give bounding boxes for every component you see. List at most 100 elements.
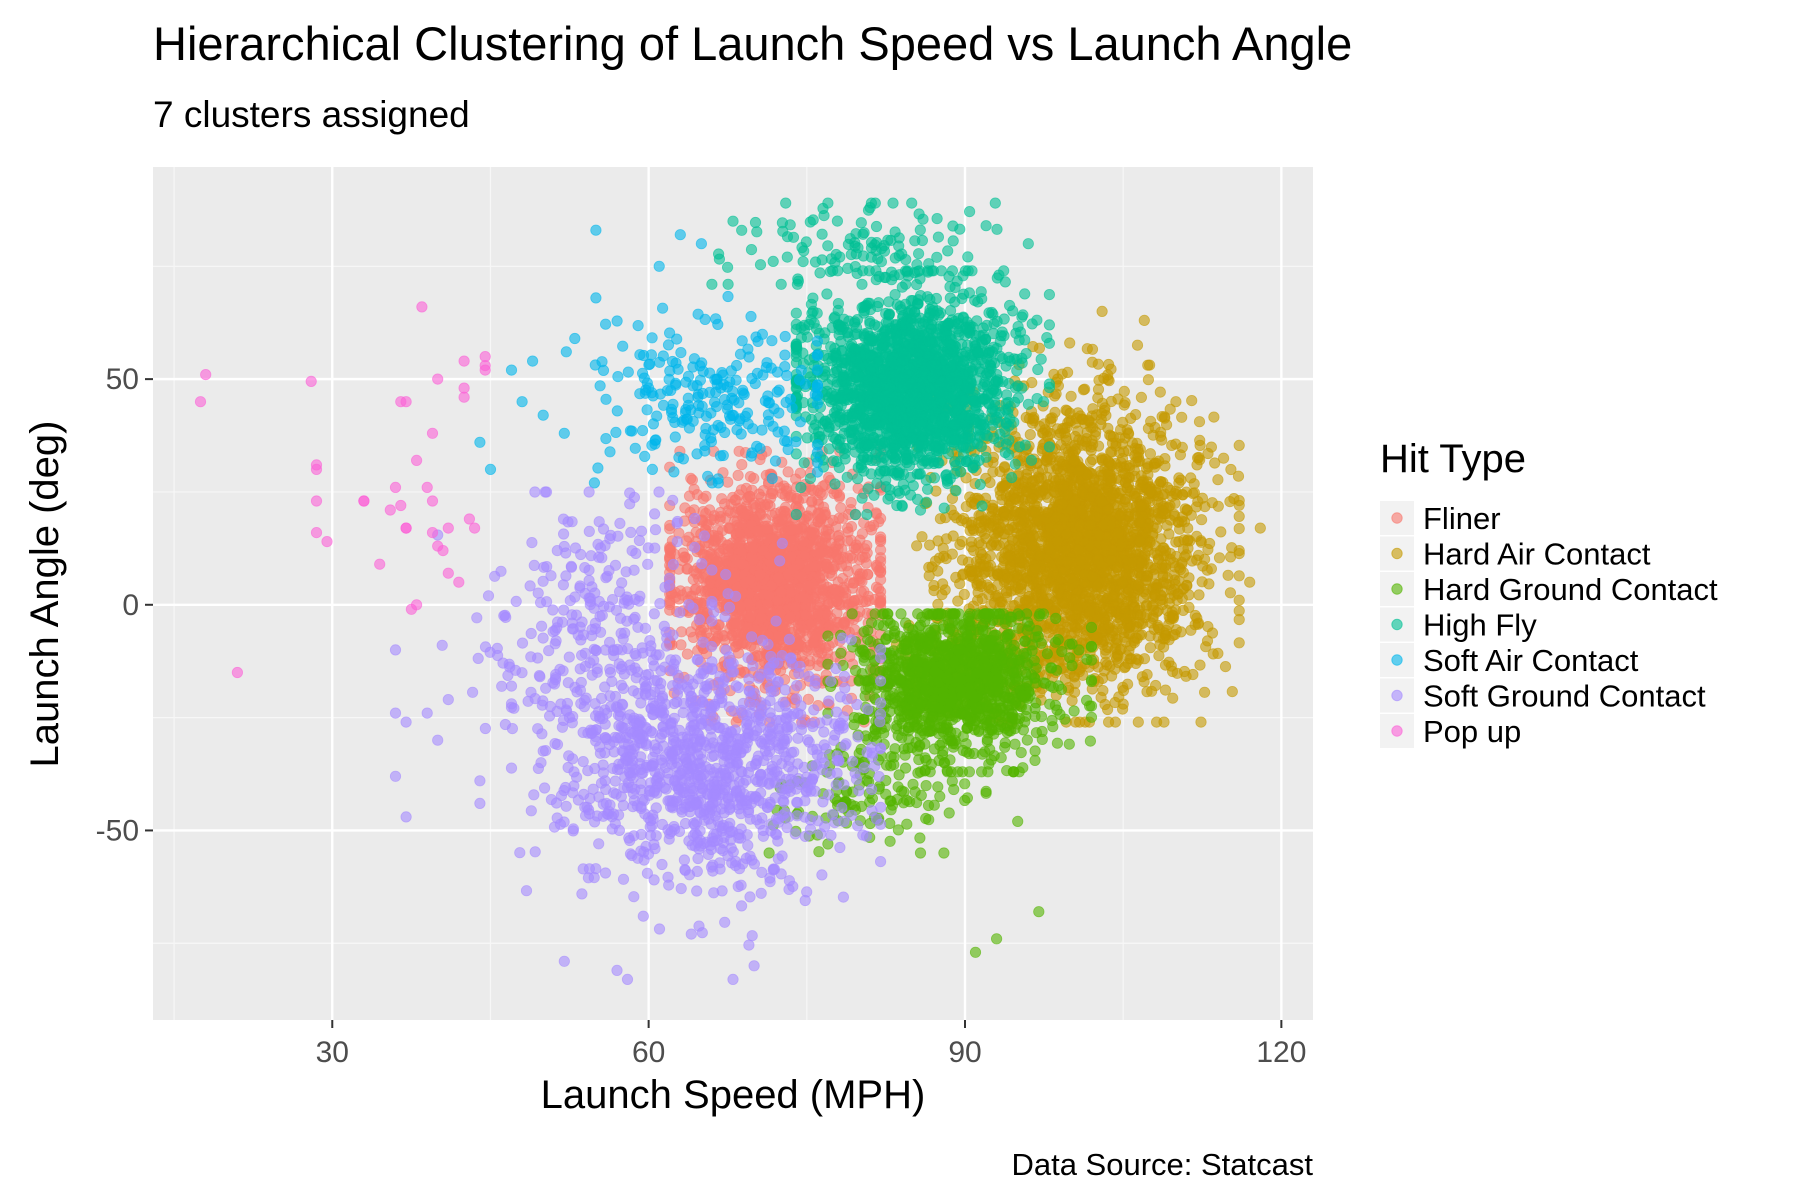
hard-air-contact-point: [1099, 539, 1111, 551]
hard-air-contact-point: [1176, 411, 1188, 423]
hard-air-contact-point: [1219, 660, 1232, 673]
hard-air-contact-point: [1203, 578, 1215, 590]
hard-air-contact-point: [1065, 390, 1077, 402]
hard-air-contact-point: [911, 540, 923, 552]
hard-air-contact-point: [1205, 441, 1218, 453]
hard-air-contact-point: [1176, 592, 1188, 605]
hard-air-contact-point: [1181, 535, 1194, 547]
hard-air-contact-point: [1185, 472, 1197, 484]
hard-air-contact-point: [1106, 437, 1119, 449]
hard-ground-contact-point: [1050, 612, 1062, 625]
hard-air-contact-point: [988, 569, 1000, 582]
fliner-point: [865, 524, 878, 536]
hard-air-contact-point: [1042, 506, 1054, 519]
hard-air-contact-point: [1233, 439, 1245, 451]
fliner-point: [716, 629, 728, 641]
fliner-point: [851, 564, 863, 576]
hard-air-contact-point: [1072, 530, 1084, 543]
hard-air-contact-point: [1115, 424, 1127, 436]
hard-air-contact-point: [1114, 509, 1126, 521]
fliner-point: [735, 502, 747, 514]
hard-air-contact-point: [1193, 589, 1205, 601]
fliner-point: [722, 546, 734, 558]
hard-air-contact-point: [1141, 668, 1153, 681]
hard-air-contact-point: [1097, 469, 1109, 481]
hard-air-contact-point: [1180, 670, 1192, 682]
hard-air-contact-point: [1004, 561, 1017, 573]
hard-air-contact-point: [1117, 698, 1129, 710]
hard-air-contact-point: [1077, 384, 1090, 396]
hard-air-contact-point: [1141, 686, 1153, 698]
fliner-point: [754, 568, 767, 581]
hard-air-contact-point: [1072, 603, 1084, 615]
hard-air-contact-point: [1158, 641, 1170, 653]
hard-air-contact-point: [1125, 531, 1137, 543]
hard-air-contact-point: [1096, 495, 1108, 508]
fliner-point: [748, 472, 760, 484]
hard-air-contact-point: [946, 548, 958, 560]
hard-air-contact-point: [1049, 495, 1061, 508]
fliner-point: [714, 506, 727, 519]
hard-air-contact-point: [996, 596, 1008, 608]
hard-air-contact-point: [1157, 570, 1169, 583]
hard-air-contact-point: [1052, 535, 1064, 547]
hard-air-contact-point: [1222, 569, 1234, 581]
hard-air-contact-point: [1034, 550, 1046, 562]
hard-air-contact-point: [1183, 572, 1195, 584]
hard-air-contact-point: [1060, 544, 1072, 556]
hard-air-contact-point: [1097, 591, 1109, 603]
fliner-point: [694, 626, 706, 638]
hard-air-contact-point: [1134, 500, 1147, 512]
fliner-point: [761, 533, 774, 545]
hard-air-contact-point: [1158, 716, 1170, 728]
hard-air-contact-point: [934, 513, 947, 525]
hard-air-contact-point: [1081, 426, 1093, 439]
hard-air-contact-point: [1159, 460, 1171, 472]
fliner-point: [846, 582, 859, 594]
fliner-point: [841, 522, 854, 534]
hard-air-contact-point: [1034, 420, 1046, 433]
hard-air-contact-point: [1009, 493, 1021, 505]
hard-air-contact-point: [1085, 519, 1097, 531]
hard-air-contact-point: [984, 521, 996, 533]
hard-air-contact-point: [1170, 396, 1182, 408]
hard-air-contact-point: [1233, 570, 1245, 582]
hard-air-contact-point: [1115, 643, 1127, 655]
hard-air-contact-point: [1118, 662, 1131, 674]
fliner-point: [785, 524, 797, 536]
hard-air-contact-point: [1076, 486, 1089, 498]
hard-air-contact-point: [1056, 456, 1069, 468]
fliner-point: [744, 611, 756, 623]
hard-air-contact-point: [952, 595, 964, 607]
hard-air-contact-point: [1126, 556, 1138, 569]
fliner-point: [861, 539, 873, 552]
hard-air-contact-point: [1041, 454, 1053, 466]
hard-air-contact-point: [1116, 438, 1128, 450]
fliner-point: [701, 579, 713, 591]
fliner-point: [766, 485, 779, 497]
hard-air-contact-point: [1106, 670, 1118, 682]
fliner-point: [852, 594, 864, 606]
hard-air-contact-point: [1064, 337, 1076, 349]
fliner-point: [702, 519, 714, 531]
hard-ground-contact-point: [895, 608, 907, 620]
hard-air-contact-point: [1120, 612, 1132, 625]
hard-air-contact-point: [1018, 508, 1031, 520]
hard-air-contact-point: [1091, 409, 1103, 421]
hard-ground-contact-point: [1085, 640, 1098, 652]
hard-air-contact-point: [1199, 686, 1211, 698]
hard-air-contact-point: [1069, 593, 1082, 605]
hard-air-contact-point: [998, 480, 1010, 492]
hard-air-contact-point: [939, 584, 951, 596]
hard-ground-contact-point: [1029, 745, 1041, 757]
hard-air-contact-point: [1024, 428, 1036, 441]
hard-air-contact-point: [1144, 448, 1157, 460]
hard-air-contact-point: [1118, 399, 1130, 411]
fliner-point: [797, 591, 809, 603]
hard-air-contact-point: [1146, 600, 1158, 612]
hard-air-contact-point: [1142, 374, 1155, 386]
hard-air-contact-point: [1020, 411, 1032, 424]
hard-air-contact-point: [1074, 554, 1087, 566]
fliner-point: [845, 496, 857, 509]
